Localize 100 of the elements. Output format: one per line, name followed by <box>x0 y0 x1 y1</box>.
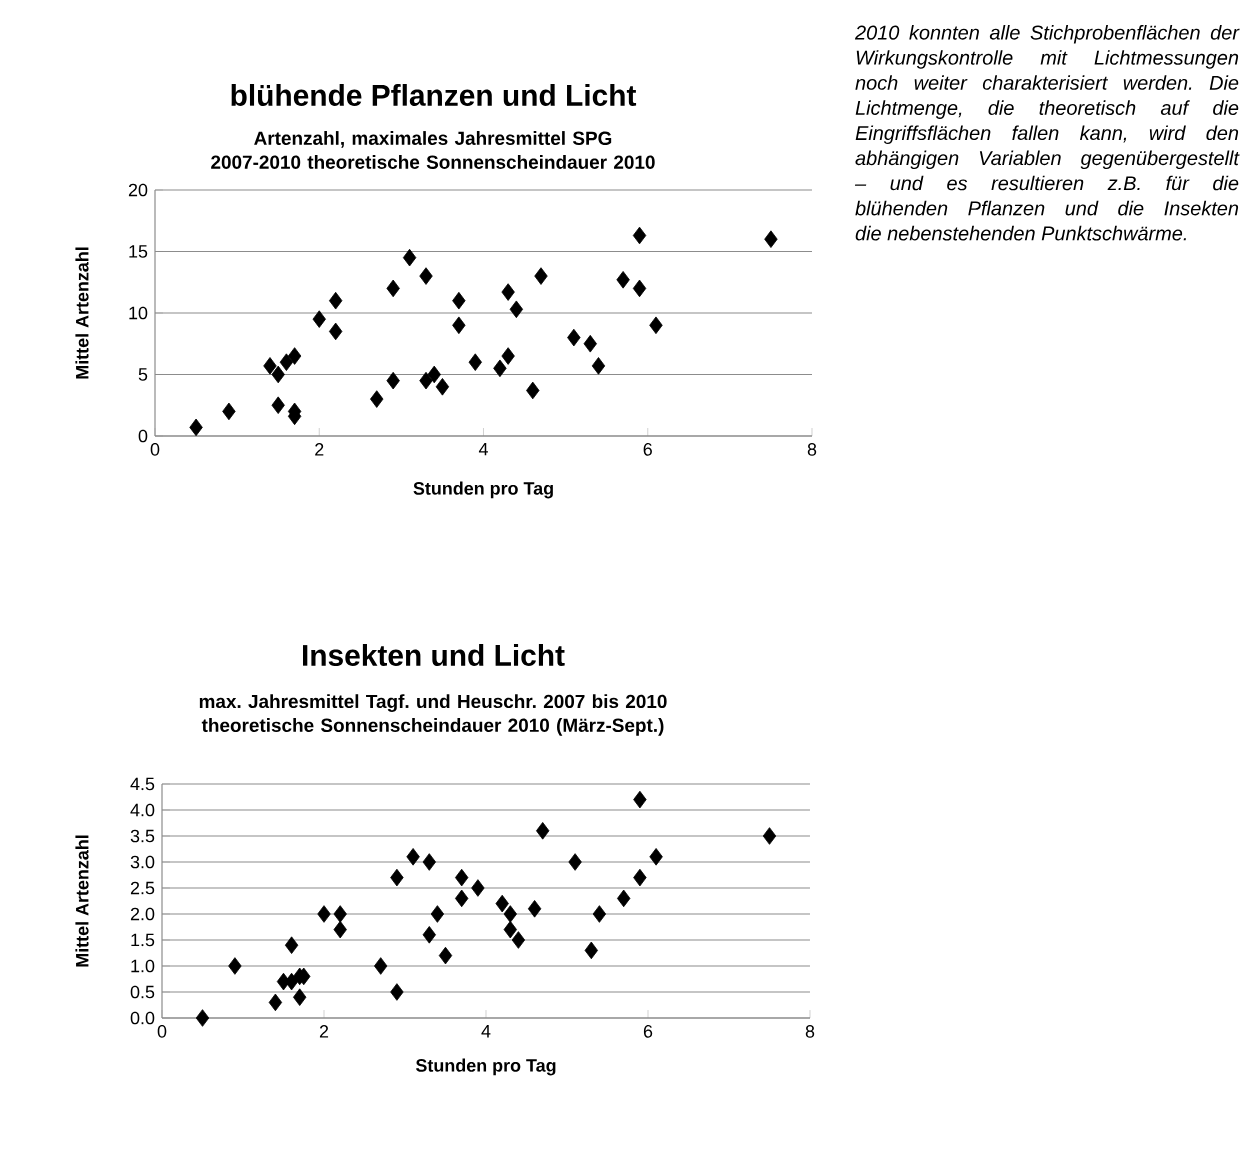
point <box>495 894 509 913</box>
y-tick-label: 0.0 <box>130 1011 155 1025</box>
point <box>649 316 663 335</box>
point <box>455 889 469 908</box>
point <box>329 322 343 341</box>
y-tick-label: 1.5 <box>131 933 155 947</box>
point <box>455 868 469 887</box>
point <box>312 310 326 328</box>
point <box>583 334 597 353</box>
point <box>633 790 647 809</box>
point <box>591 357 606 375</box>
point <box>592 905 607 923</box>
point <box>438 946 453 965</box>
point <box>263 357 277 375</box>
point <box>271 365 285 384</box>
y-axis-title: Mittel Artenzahl <box>75 247 89 379</box>
point <box>370 390 384 408</box>
point <box>501 347 515 365</box>
y-tick-label: 3.0 <box>130 855 155 869</box>
y-tick-label: 20 <box>128 183 148 197</box>
point <box>222 402 236 421</box>
point <box>633 868 647 887</box>
x-tick-label: 6 <box>643 1025 653 1038</box>
y-tick-label: 0 <box>138 429 148 443</box>
point <box>329 291 343 310</box>
point <box>390 983 404 1001</box>
point <box>762 827 777 845</box>
chart-title: blühende Pflanzen und Licht <box>231 84 637 106</box>
y-tick-label: 1.0 <box>131 959 155 973</box>
chart-subtitle: max. Jahresmittel Tagf. und Heuschr. 2007 bis 2010 theoretische Sonnenscheindauer 2010 (März-Sept.) <box>199 694 667 736</box>
point <box>386 371 400 390</box>
point <box>649 848 663 866</box>
point <box>536 822 550 840</box>
point <box>471 879 485 897</box>
y-tick-label: 2.5 <box>130 881 155 895</box>
point <box>317 905 331 923</box>
point <box>427 365 441 384</box>
x-tick-label: 4 <box>481 1025 491 1038</box>
point <box>419 267 433 285</box>
point <box>402 248 417 267</box>
x-tick-label: 4 <box>478 443 488 456</box>
y-tick-label: 2.0 <box>130 907 155 921</box>
x-tick-label: 2 <box>319 1025 329 1038</box>
point <box>333 905 347 923</box>
point <box>584 941 598 960</box>
y-tick-label: 10 <box>129 306 148 320</box>
chart-subtitle: Artenzahl, maximales Jahresmittel SPG 2007-2010 theoretische Sonnenscheindauer 2010 <box>211 131 655 169</box>
x-tick-label: 0 <box>157 1025 167 1038</box>
point <box>468 353 482 371</box>
point <box>271 396 285 415</box>
x-axis-title: Stunden pro Tag <box>415 1058 556 1076</box>
point <box>764 230 778 248</box>
point <box>435 378 450 396</box>
x-tick-label: 2 <box>315 443 324 456</box>
point <box>419 371 433 390</box>
point <box>195 1009 210 1027</box>
point <box>268 993 283 1012</box>
x-tick-label: 8 <box>807 443 817 456</box>
point <box>632 226 647 245</box>
point <box>452 291 466 310</box>
point <box>228 957 242 975</box>
point <box>374 957 388 975</box>
point <box>526 381 540 400</box>
y-tick-label: 0.5 <box>130 985 155 999</box>
point <box>293 988 307 1006</box>
point <box>430 905 445 923</box>
point <box>452 316 466 335</box>
point <box>284 936 299 954</box>
point <box>527 900 542 918</box>
point <box>406 848 420 866</box>
y-tick-label: 4.0 <box>130 803 155 817</box>
point <box>509 300 524 319</box>
point <box>568 853 582 871</box>
point <box>390 868 404 887</box>
point <box>422 926 436 944</box>
point <box>567 328 581 347</box>
point <box>617 889 631 908</box>
x-tick-label: 8 <box>805 1025 815 1038</box>
y-tick-label: 15 <box>129 245 148 258</box>
point <box>189 418 203 437</box>
point <box>632 279 647 298</box>
point <box>503 920 517 939</box>
point <box>333 920 347 939</box>
point <box>287 347 302 365</box>
y-tick-label: 5 <box>138 368 148 381</box>
x-axis-title: Stunden pro Tag <box>413 481 553 499</box>
text: 2010 konnten alle Stichprobenflächen der Wirkungskontrolle mit Lichtmessungen noch weiter charakterisiert werden. Die Lichtmenge, die theoretisch auf die Eingriffsflächen fallen kann, wird den abhängigen Variablen gegenübergestellt – und es resultieren z.B. für die blühenden Pflanzen und die Insekten die nebenstehenden Punktschwärme. <box>854 25 1240 241</box>
y-axis-title: Mittel Artenzahl <box>75 835 89 967</box>
point <box>616 271 630 289</box>
point <box>422 853 436 871</box>
chart-title: Insekten und Licht <box>302 644 565 666</box>
point <box>493 359 507 378</box>
y-tick-label: 3.5 <box>130 829 155 843</box>
point <box>279 353 294 371</box>
y-tick-label: 4.5 <box>130 777 155 791</box>
point <box>501 283 515 301</box>
point <box>511 931 526 949</box>
point <box>386 279 400 298</box>
point <box>503 905 517 923</box>
point <box>534 267 548 285</box>
